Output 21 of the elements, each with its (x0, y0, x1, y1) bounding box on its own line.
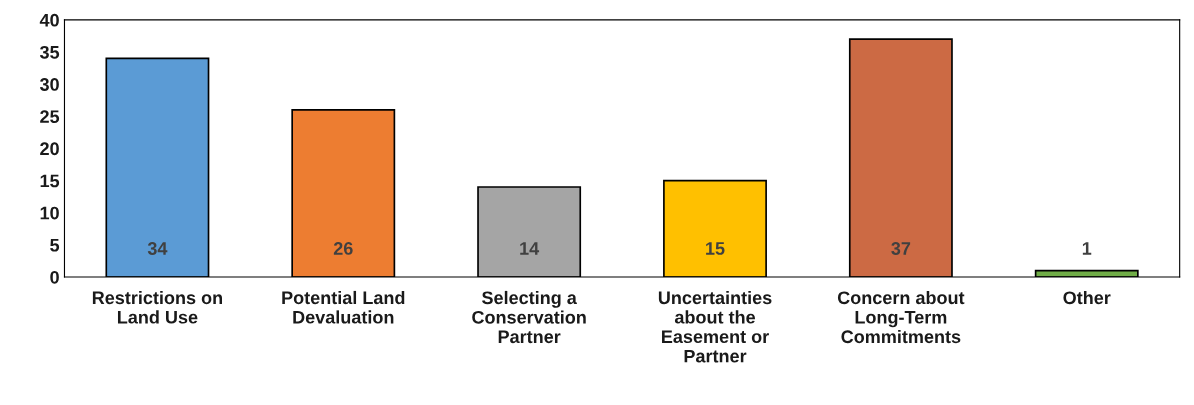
x-tick-label: Selecting a Conservation Partner (472, 290, 586, 344)
y-tick-label: 20 (40, 142, 59, 156)
data-label: 34 (147, 242, 168, 255)
x-tick-label: Potential Land Devaluation (282, 290, 405, 324)
data-label: 26 (333, 242, 353, 255)
data-label: 15 (706, 242, 725, 255)
y-tick-label: 0 (50, 270, 59, 284)
x-tick-label: Concern about Long-Term Commitments (837, 290, 965, 344)
y-tick-label: 35 (39, 45, 60, 59)
data-label: 14 (520, 242, 540, 255)
y-tick-label: 25 (40, 110, 60, 124)
x-tick-label: Uncertainties about the Easement or Partner (658, 290, 772, 363)
y-tick-label: 15 (40, 174, 60, 188)
data-label: 37 (891, 242, 911, 255)
data-label: 1 (1082, 242, 1092, 255)
y-tick-label: 5 (50, 238, 60, 252)
y-tick-label: 10 (40, 206, 59, 220)
y-tick-label: 40 (39, 13, 59, 27)
x-tick-label: Restrictions on Land Use (92, 290, 223, 324)
x-tick-label: Other (1063, 290, 1111, 305)
y-tick-label: 30 (39, 78, 59, 91)
